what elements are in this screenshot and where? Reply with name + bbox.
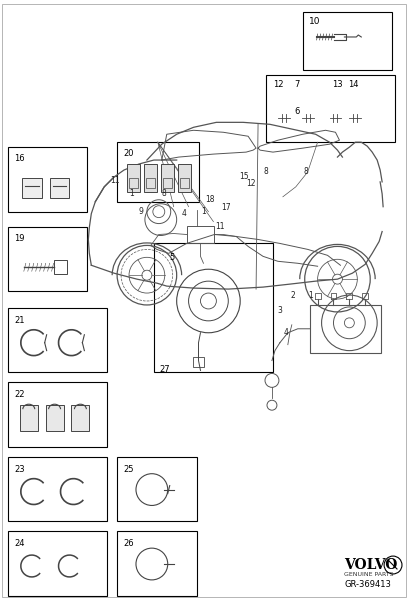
Bar (8, 227, 88, 291)
Bar (50, 178, 69, 198)
Text: 17: 17 (222, 203, 231, 212)
Bar (72, 405, 89, 431)
Text: 2: 2 (291, 290, 295, 299)
Bar (53, 260, 67, 274)
Text: 7: 7 (295, 80, 300, 89)
Text: 22: 22 (14, 390, 24, 399)
Text: 1: 1 (308, 290, 313, 299)
Text: 12: 12 (273, 80, 284, 89)
Bar (117, 531, 196, 596)
Text: 11: 11 (216, 222, 225, 231)
Text: GR-369413: GR-369413 (344, 581, 391, 590)
Text: 8: 8 (263, 168, 268, 177)
Bar (161, 164, 174, 192)
Bar (187, 225, 215, 243)
Text: 4: 4 (181, 209, 186, 218)
Text: 5: 5 (170, 254, 175, 263)
Bar (22, 178, 42, 198)
Text: 18: 18 (206, 195, 215, 204)
Text: 14: 14 (349, 80, 359, 89)
Bar (46, 405, 64, 431)
Text: 1: 1 (201, 207, 206, 216)
Text: 8: 8 (303, 168, 308, 177)
Bar (8, 147, 88, 212)
Bar (154, 243, 273, 373)
Text: 25: 25 (123, 465, 134, 474)
Bar (8, 308, 107, 373)
Text: 21: 21 (14, 316, 24, 325)
Bar (117, 142, 199, 202)
Bar (178, 164, 191, 192)
Text: 19: 19 (14, 234, 24, 243)
Text: 15: 15 (239, 172, 249, 182)
Text: 23: 23 (14, 465, 25, 474)
Text: 9: 9 (139, 207, 143, 216)
Text: 12: 12 (246, 179, 256, 188)
Bar (127, 164, 140, 192)
Bar (117, 457, 196, 521)
Bar (266, 75, 395, 142)
Text: 24: 24 (14, 539, 24, 548)
Text: VOLVO: VOLVO (344, 558, 398, 572)
Text: 16: 16 (14, 154, 25, 163)
Text: 27: 27 (160, 365, 171, 373)
Text: 8: 8 (162, 189, 166, 198)
Text: 26: 26 (123, 539, 134, 548)
Bar (8, 531, 107, 596)
Text: 1: 1 (129, 189, 134, 198)
Bar (144, 164, 157, 192)
Text: 20: 20 (123, 149, 134, 158)
Bar (192, 356, 204, 367)
Text: GENUINE PARTS: GENUINE PARTS (344, 572, 394, 578)
Text: 13: 13 (332, 80, 343, 89)
Text: 10: 10 (309, 17, 320, 26)
Bar (8, 457, 107, 521)
Bar (8, 382, 107, 447)
Text: 6: 6 (295, 108, 300, 117)
Text: 4: 4 (284, 328, 288, 337)
Bar (180, 178, 189, 188)
Text: 11: 11 (111, 177, 120, 185)
Bar (146, 178, 155, 188)
Bar (303, 12, 392, 70)
Bar (163, 178, 172, 188)
Bar (129, 178, 138, 188)
Bar (20, 405, 38, 431)
Bar (309, 305, 381, 353)
Text: 3: 3 (277, 307, 282, 316)
